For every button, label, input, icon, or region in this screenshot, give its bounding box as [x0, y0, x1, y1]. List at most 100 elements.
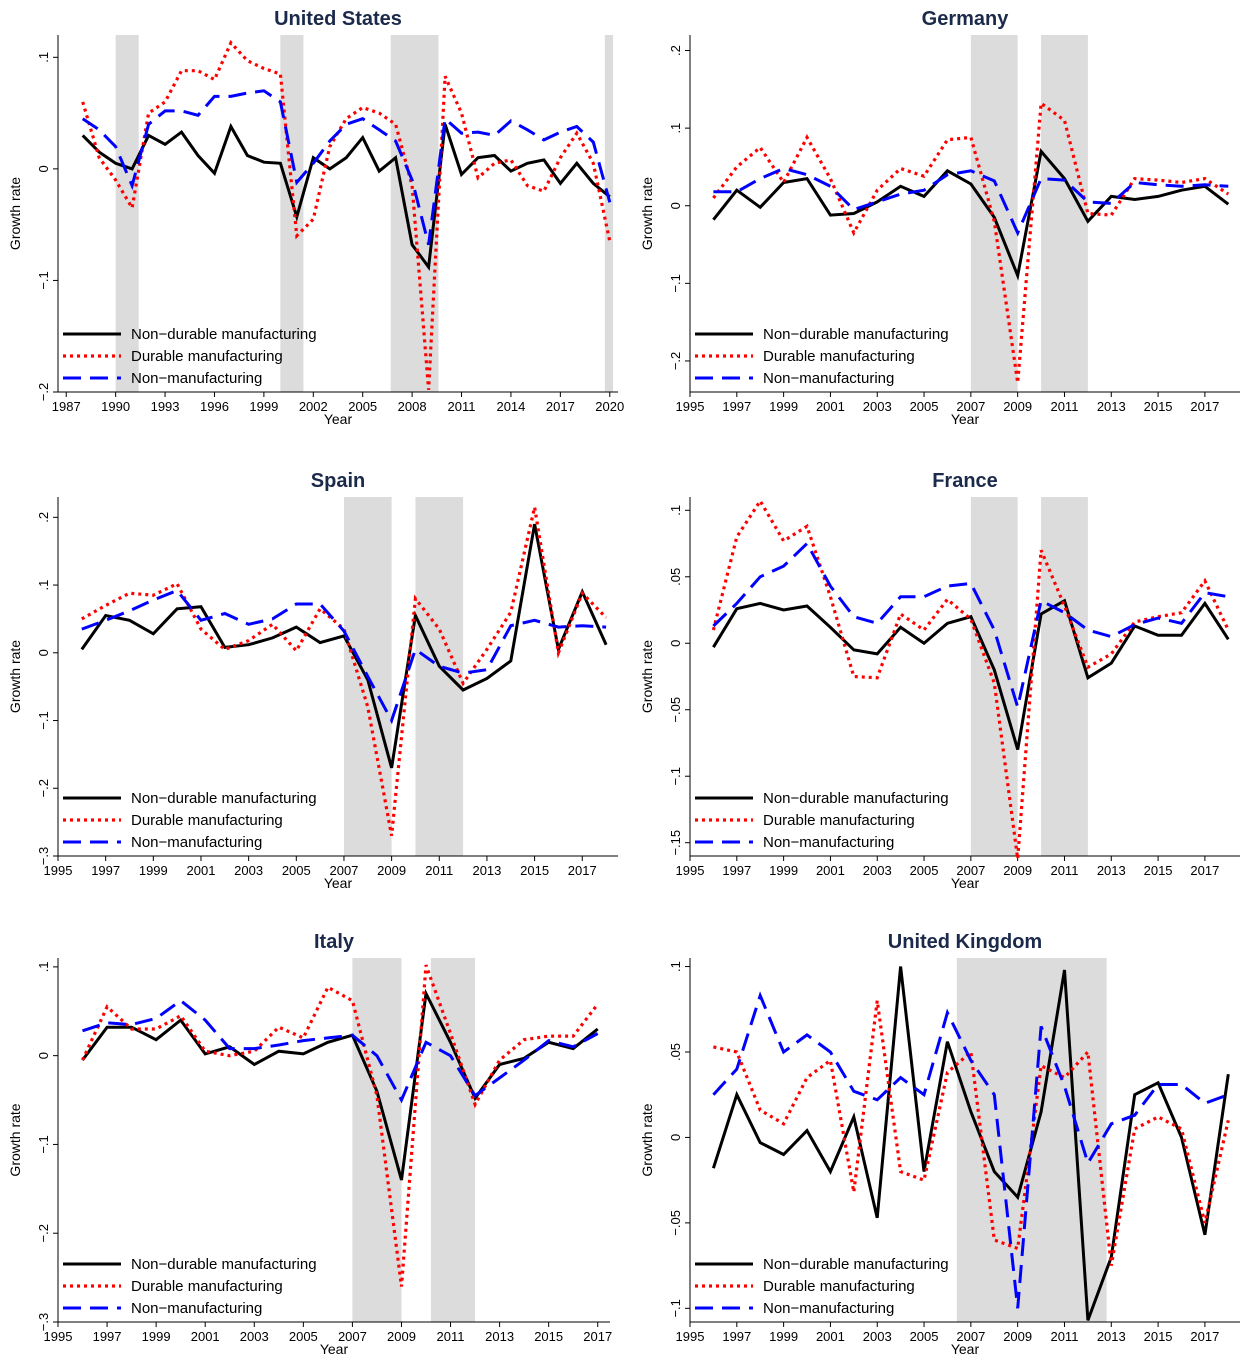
x-tick-label: 1997: [722, 399, 751, 414]
y-tick-label: .1: [668, 961, 683, 972]
series-line-durable: [712, 100, 1230, 383]
x-tick-label: 2001: [816, 399, 845, 414]
legend-label: Durable manufacturing: [763, 812, 915, 829]
y-tick-label: −.1: [36, 711, 51, 729]
panel-title: United Kingdom: [888, 931, 1042, 953]
legend-label: Non−manufacturing: [763, 834, 894, 851]
legend-label: Non−manufacturing: [131, 1300, 262, 1317]
x-tick-label: 2007: [956, 863, 985, 878]
x-tick-label: 1999: [769, 863, 798, 878]
x-tick-label: 2003: [240, 1329, 269, 1344]
x-tick-label: 1997: [722, 1329, 751, 1344]
legend-label: Durable manufacturing: [131, 348, 283, 365]
x-tick-label: 2001: [187, 863, 216, 878]
y-tick-label: .1: [668, 505, 683, 516]
x-tick-label: 2007: [329, 863, 358, 878]
x-tick-label: 2013: [485, 1329, 514, 1344]
x-tick-label: 2014: [496, 399, 525, 414]
x-axis-title: Year: [951, 411, 980, 427]
x-tick-label: 2011: [437, 1329, 465, 1344]
legend-label: Non−durable manufacturing: [763, 790, 949, 807]
x-tick-label: 2009: [1003, 863, 1032, 878]
x-tick-label: 2013: [1097, 863, 1126, 878]
y-tick-label: 0: [36, 1052, 51, 1059]
panel-title: United States: [274, 8, 402, 30]
legend-label: Non−durable manufacturing: [763, 1256, 949, 1273]
series-line-non-manufacturing: [712, 991, 1229, 1309]
x-tick-label: 2017: [1190, 399, 1219, 414]
y-axis-title: Growth rate: [7, 1103, 23, 1176]
x-tick-label: 2005: [910, 863, 939, 878]
x-tick-label: 1996: [200, 399, 229, 414]
y-tick-label: .05: [668, 568, 683, 586]
chart-panel-5: United Kingdom 1995 1997 1999 2001 2003 2005 20…: [639, 931, 1240, 1357]
x-tick-label: 1995: [44, 863, 73, 878]
y-tick-label: −.1: [668, 274, 683, 292]
x-tick-label: 2002: [299, 399, 328, 414]
x-tick-label: 2013: [472, 863, 501, 878]
series-line-durable: [81, 964, 599, 1287]
chart-panel-0: United States 1987 1990 1993 1996 1999 2002 200…: [7, 8, 624, 427]
y-tick-label: −.2: [668, 352, 683, 370]
chart-panel-2: Spain 1995 1997 1999 2001 2003 2005 2007 2009 201…: [7, 470, 618, 891]
legend-label: Non−durable manufacturing: [131, 790, 317, 807]
legend-label: Durable manufacturing: [131, 1278, 283, 1295]
y-tick-label: 0: [668, 640, 683, 647]
x-tick-label: 2003: [863, 863, 892, 878]
x-tick-label: 2005: [910, 399, 939, 414]
y-tick-label: .2: [668, 45, 683, 56]
x-tick-label: 2001: [191, 1329, 220, 1344]
x-tick-label: 1987: [52, 399, 81, 414]
x-tick-label: 2001: [816, 1329, 845, 1344]
x-tick-label: 1997: [93, 1329, 122, 1344]
y-tick-label: .1: [36, 52, 51, 63]
legend-label: Durable manufacturing: [763, 348, 915, 365]
y-tick-label: 0: [36, 165, 51, 172]
recession-band: [970, 35, 1018, 392]
x-axis-title: Year: [324, 875, 353, 891]
x-tick-label: 2003: [863, 399, 892, 414]
x-tick-label: 2017: [1190, 1329, 1219, 1344]
series-line-durable: [711, 497, 1230, 859]
y-tick-label: .05: [668, 1043, 683, 1061]
x-tick-label: 2008: [398, 399, 427, 414]
x-tick-label: 1999: [249, 399, 278, 414]
x-tick-label: 2011: [1050, 1329, 1078, 1344]
recession-band: [415, 497, 464, 856]
chart-panel-4: Italy 1995 1997 1999 2001 2003 2005 2007 2009 201…: [7, 931, 612, 1357]
x-tick-label: 2005: [348, 399, 377, 414]
legend-label: Durable manufacturing: [763, 1278, 915, 1295]
series-line-non-manufacturing: [81, 89, 612, 246]
x-tick-label: 2011: [425, 863, 453, 878]
y-axis-title: Growth rate: [639, 1103, 655, 1176]
recession-band: [604, 35, 614, 392]
recession-band: [352, 958, 402, 1322]
y-tick-label: −.2: [36, 1224, 51, 1242]
series-line-non-manufacturing: [81, 588, 607, 725]
x-tick-label: 2020: [595, 399, 624, 414]
legend-label: Non−manufacturing: [763, 1300, 894, 1317]
x-tick-label: 2003: [863, 1329, 892, 1344]
x-tick-label: 2009: [1003, 399, 1032, 414]
x-tick-label: 2015: [534, 1329, 563, 1344]
legend-label: Non−manufacturing: [131, 370, 262, 387]
chart-panel-1: Germany 1995 1997 1999 2001 2003 2005 2007 2009 2…: [639, 8, 1240, 427]
legend-label: Durable manufacturing: [131, 812, 283, 829]
x-tick-label: 2007: [956, 399, 985, 414]
series-line-non-manufacturing: [82, 998, 599, 1104]
series-line-non-durable: [80, 523, 608, 769]
x-tick-label: 2011: [1050, 863, 1078, 878]
x-tick-label: 2013: [1097, 399, 1126, 414]
recession-band: [430, 958, 476, 1322]
legend-label: Non−durable manufacturing: [763, 326, 949, 343]
x-tick-label: 2015: [1144, 1329, 1173, 1344]
x-tick-label: 1995: [676, 1329, 705, 1344]
y-tick-label: −.3: [36, 847, 51, 865]
y-tick-label: .2: [36, 512, 51, 523]
recession-band: [115, 35, 139, 392]
x-tick-label: 2005: [282, 863, 311, 878]
x-tick-label: 1995: [676, 399, 705, 414]
y-tick-label: −.1: [36, 1135, 51, 1153]
x-tick-label: 1995: [676, 863, 705, 878]
series-line-durable: [81, 39, 612, 390]
